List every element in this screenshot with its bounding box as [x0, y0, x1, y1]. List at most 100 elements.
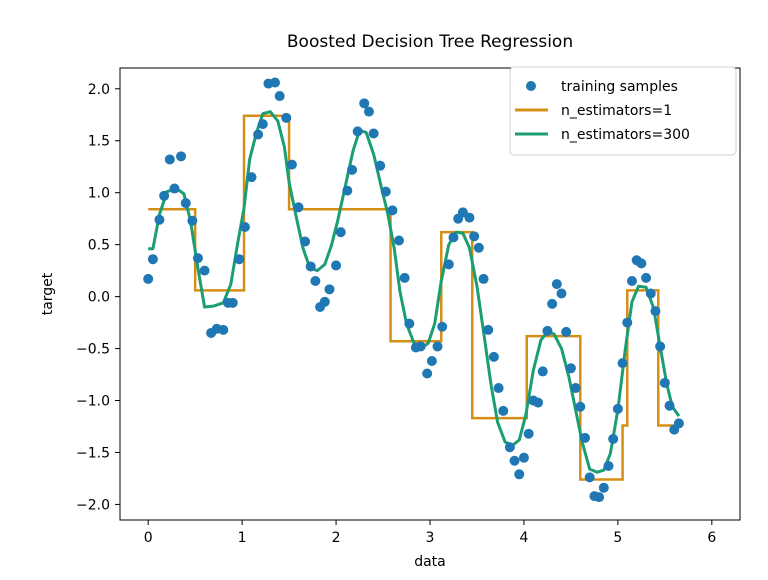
training-sample-point — [415, 341, 426, 352]
training-sample-point — [655, 341, 666, 352]
legend-label-n1: n_estimators=1 — [561, 103, 672, 119]
training-sample-point — [286, 159, 297, 170]
training-sample-point — [342, 185, 353, 196]
training-sample-point — [246, 172, 257, 183]
y-tick-label: 1.0 — [88, 186, 110, 202]
training-sample-point — [537, 366, 548, 377]
training-sample-point — [274, 91, 285, 102]
training-sample-point — [347, 164, 358, 175]
training-sample-point — [483, 324, 494, 335]
series-training-samples — [143, 77, 684, 503]
x-tick-label: 4 — [519, 530, 528, 546]
y-axis-ticks: −2.0 −1.5 −1.0 −0.5 0.0 0.5 1.0 1.5 2.0 — [76, 82, 120, 513]
training-sample-point — [493, 383, 504, 394]
training-sample-point — [464, 212, 475, 223]
x-tick-label: 5 — [613, 530, 622, 546]
y-tick-label: 1.5 — [88, 134, 110, 150]
y-tick-label: −1.0 — [76, 394, 110, 410]
y-tick-label: 0.0 — [88, 290, 110, 306]
training-sample-point — [448, 232, 459, 243]
training-sample-point — [603, 460, 614, 471]
training-sample-point — [169, 183, 180, 194]
training-sample-point — [432, 341, 443, 352]
training-sample-point — [180, 198, 191, 209]
chart-title: Boosted Decision Tree Regression — [287, 32, 573, 52]
training-sample-point — [300, 236, 311, 247]
training-sample-point — [570, 383, 581, 394]
training-sample-point — [426, 356, 437, 367]
training-sample-point — [257, 119, 268, 130]
training-sample-point — [488, 351, 499, 362]
training-sample-point — [422, 368, 433, 379]
x-tick-label: 0 — [144, 530, 153, 546]
y-tick-label: −1.5 — [76, 445, 110, 461]
y-tick-label: 0.5 — [88, 238, 110, 254]
training-sample-point — [437, 321, 448, 332]
y-axis-label: target — [40, 272, 56, 315]
training-sample-point — [561, 326, 572, 337]
series-n-estimators-1 — [148, 114, 679, 481]
training-sample-point — [310, 276, 321, 287]
training-sample-point — [147, 254, 158, 265]
training-sample-point — [650, 306, 661, 317]
legend-label-training-samples: training samples — [561, 79, 678, 95]
legend-box — [509, 66, 737, 156]
training-sample-point — [187, 215, 198, 226]
training-sample-point — [324, 284, 335, 295]
training-sample-point — [359, 98, 370, 109]
y-tick-label: −2.0 — [76, 497, 110, 513]
training-sample-point — [622, 317, 633, 328]
training-sample-point — [159, 190, 170, 201]
training-sample-point — [518, 452, 529, 463]
x-tick-label: 3 — [426, 530, 435, 546]
training-sample-point — [380, 186, 391, 197]
training-sample-point — [399, 272, 410, 283]
training-sample-point — [227, 297, 238, 308]
training-sample-point — [239, 221, 250, 232]
training-sample-point — [293, 202, 304, 213]
training-sample-point — [533, 397, 544, 408]
training-sample-point — [164, 154, 175, 165]
training-sample-point — [253, 129, 264, 140]
training-sample-point — [664, 400, 675, 411]
training-sample-point — [319, 296, 330, 307]
x-axis-ticks: 0 1 2 3 4 5 6 — [144, 520, 716, 546]
x-axis-label: data — [414, 554, 446, 570]
training-sample-point — [547, 298, 558, 309]
training-sample-point — [504, 442, 515, 453]
training-sample-point — [375, 160, 386, 171]
training-sample-point — [404, 318, 415, 329]
training-sample-point — [594, 492, 605, 503]
training-sample-point — [598, 482, 609, 493]
x-tick-label: 1 — [238, 530, 247, 546]
training-sample-point — [556, 288, 567, 299]
training-sample-point — [218, 324, 229, 335]
training-sample-point — [584, 472, 595, 483]
training-sample-point — [542, 325, 553, 336]
training-sample-point — [363, 106, 374, 117]
training-sample-point — [565, 363, 576, 374]
training-sample-point — [387, 205, 398, 216]
training-sample-point — [143, 273, 154, 284]
training-sample-point — [498, 405, 509, 416]
training-sample-point — [473, 242, 484, 253]
training-sample-point — [514, 469, 525, 480]
training-sample-point — [443, 259, 454, 270]
x-tick-label: 2 — [332, 530, 341, 546]
training-sample-point — [645, 288, 656, 299]
training-sample-point — [281, 112, 292, 123]
training-sample-point — [270, 77, 280, 88]
training-sample-point — [331, 260, 342, 271]
training-sample-point — [368, 128, 379, 139]
training-sample-point — [617, 358, 628, 369]
y-tick-label: 2.0 — [88, 82, 110, 98]
training-sample-point — [509, 455, 520, 466]
y-tick-label: −0.5 — [76, 342, 110, 358]
training-sample-point — [523, 428, 534, 439]
training-sample-point — [154, 214, 165, 225]
training-sample-point — [608, 433, 619, 444]
training-sample-point — [551, 279, 562, 290]
training-sample-point — [673, 418, 684, 429]
training-sample-point — [626, 276, 637, 287]
